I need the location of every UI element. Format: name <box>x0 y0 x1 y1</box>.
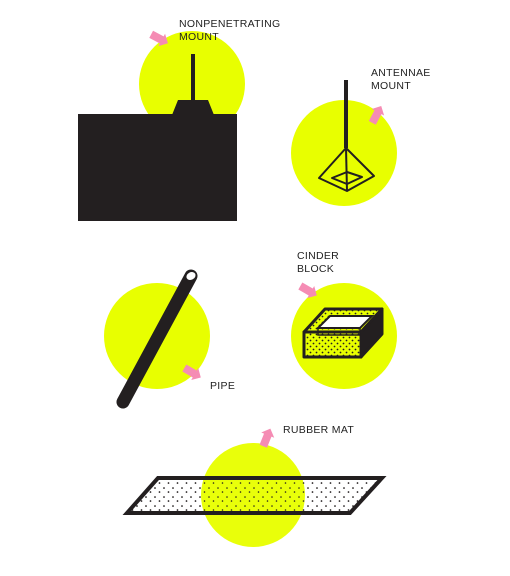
label-line: NONPENETRATING <box>179 18 281 30</box>
pointer-arrow-icon <box>182 364 201 381</box>
antennae-mount-figure <box>291 80 397 206</box>
pointer-arrow-icon <box>368 106 385 125</box>
highlight-circle <box>291 100 397 206</box>
pipe-icon <box>116 269 198 409</box>
nonpenetrating-mount-label: NONPENETRATING MOUNT <box>179 18 280 44</box>
mount-base-icon <box>172 100 214 115</box>
label-line: BLOCK <box>297 263 335 275</box>
pointer-arrow-icon <box>259 428 275 448</box>
nonpenetrating-mount-figure <box>78 31 245 221</box>
label-line: CINDER <box>297 250 340 262</box>
cinder-block-figure <box>291 283 397 389</box>
cinder-block-icon <box>302 307 384 359</box>
pipe-label: PIPE <box>210 380 236 392</box>
cinder-block-label: CINDER BLOCK <box>297 250 339 276</box>
rubber-mat-label: RUBBER MAT <box>283 424 355 436</box>
pointer-arrow-icon <box>149 30 168 47</box>
label-line: MOUNT <box>179 31 219 43</box>
building-block-icon <box>78 114 237 221</box>
antennae-mount-label: ANTENNAE MOUNT <box>371 67 431 93</box>
pipe-figure <box>104 269 210 409</box>
antenna-pyramid-icon <box>318 80 375 192</box>
pointer-arrow-icon <box>298 282 317 299</box>
rubber-mat-figure <box>122 443 387 547</box>
label-line: MOUNT <box>371 80 411 92</box>
label-line: ANTENNAE <box>371 67 431 79</box>
mast-pole-icon <box>191 54 195 102</box>
